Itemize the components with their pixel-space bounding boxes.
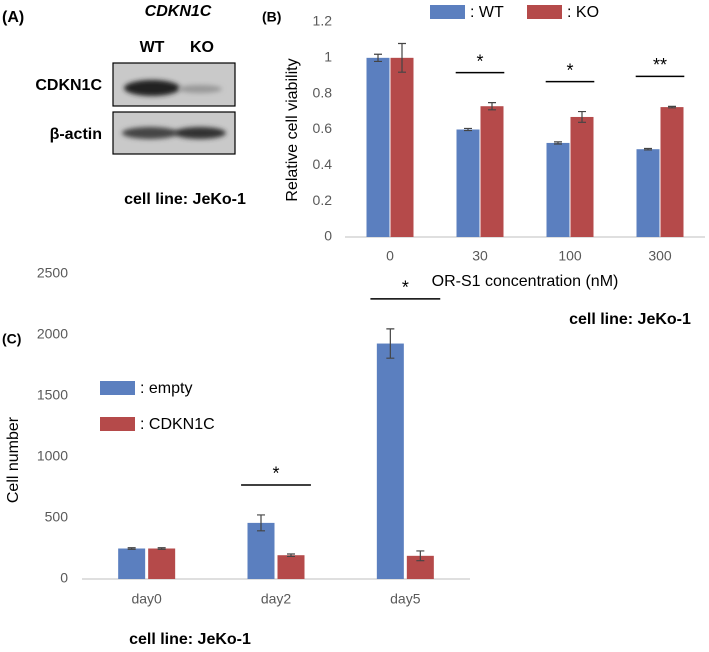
bar <box>376 343 404 579</box>
y-tick-label: 0 <box>324 228 332 244</box>
error-bar <box>257 514 265 532</box>
error-bar <box>127 547 136 550</box>
panel-label: (A) <box>2 9 24 26</box>
panel-label: (C) <box>2 331 21 347</box>
bar <box>366 57 390 238</box>
legend-swatch <box>100 381 135 395</box>
error-bar <box>464 127 472 132</box>
legend-label: : CDKN1C <box>140 416 215 433</box>
error-bar <box>157 547 166 550</box>
legend-label: : KO <box>567 4 599 21</box>
y-tick-label: 2500 <box>37 265 68 281</box>
lane-label: WT <box>140 39 165 56</box>
error-bar <box>374 53 382 63</box>
significance-label: * <box>272 464 279 484</box>
y-tick-label: 1000 <box>37 448 68 464</box>
error-bar <box>488 102 496 111</box>
row-label: CDKN1C <box>35 77 102 94</box>
y-tick-label: 1 <box>324 49 332 65</box>
bar <box>480 106 504 237</box>
note: cell line: JeKo-1 <box>569 311 691 328</box>
note: cell line: JeKo-1 <box>124 191 246 208</box>
bar <box>636 149 660 237</box>
y-tick-label: 0.4 <box>313 156 333 172</box>
blot-band <box>124 80 180 96</box>
error-bar <box>554 141 562 145</box>
error-bar <box>386 328 395 359</box>
x-tick-label: 30 <box>472 248 488 264</box>
legend-label: : WT <box>470 4 504 21</box>
bar <box>277 555 305 579</box>
y-tick-label: 0.8 <box>313 84 333 100</box>
x-tick-label: 0 <box>386 248 394 264</box>
blot-band <box>178 85 222 93</box>
legend-label: : empty <box>140 380 192 397</box>
bar <box>570 116 594 237</box>
blot-band <box>122 127 178 139</box>
x-tick-label: day0 <box>131 591 162 607</box>
x-axis-title: OR-S1 concentration (nM) <box>432 273 619 290</box>
legend-swatch <box>100 417 135 431</box>
y-axis-title: Cell number <box>5 416 22 503</box>
y-tick-label: 0.2 <box>313 192 333 208</box>
error-bar <box>668 105 676 109</box>
y-tick-label: 0 <box>60 570 68 586</box>
x-tick-label: day2 <box>261 591 292 607</box>
error-bar <box>644 147 652 151</box>
error-bar <box>287 553 295 558</box>
note: cell line: JeKo-1 <box>129 631 251 648</box>
y-axis-title: Relative cell viability <box>284 58 301 201</box>
row-label: β-actin <box>50 126 102 143</box>
x-tick-label: 300 <box>648 248 672 264</box>
bar <box>118 548 146 579</box>
lane-label: KO <box>190 39 214 56</box>
legend-swatch <box>527 5 562 19</box>
x-tick-label: day5 <box>390 591 421 607</box>
error-bar <box>578 110 586 123</box>
bar <box>390 57 414 238</box>
bar <box>247 522 275 579</box>
significance-label: ** <box>653 55 667 75</box>
bar <box>456 129 480 237</box>
bar <box>406 555 434 579</box>
significance-label: * <box>402 278 409 298</box>
y-tick-label: 2000 <box>37 326 68 342</box>
panel-label: (B) <box>262 9 281 25</box>
significance-label: * <box>476 51 483 71</box>
y-tick-label: 1500 <box>37 387 68 403</box>
y-tick-label: 1.2 <box>313 13 333 29</box>
y-tick-label: 500 <box>45 509 69 525</box>
bar <box>148 548 176 579</box>
gene-label: CDKN1C <box>145 3 212 20</box>
blot-band <box>174 127 226 139</box>
significance-label: * <box>566 60 573 80</box>
x-tick-label: 100 <box>558 248 582 264</box>
error-bar <box>398 42 406 73</box>
y-tick-label: 0.6 <box>313 120 333 136</box>
panel-a: (A) CDKN1C WT KO CDKN1C β-actin cell lin… <box>2 3 246 208</box>
error-bar <box>416 550 425 562</box>
legend-swatch <box>430 5 465 19</box>
bar <box>546 142 570 237</box>
bar <box>660 107 684 238</box>
